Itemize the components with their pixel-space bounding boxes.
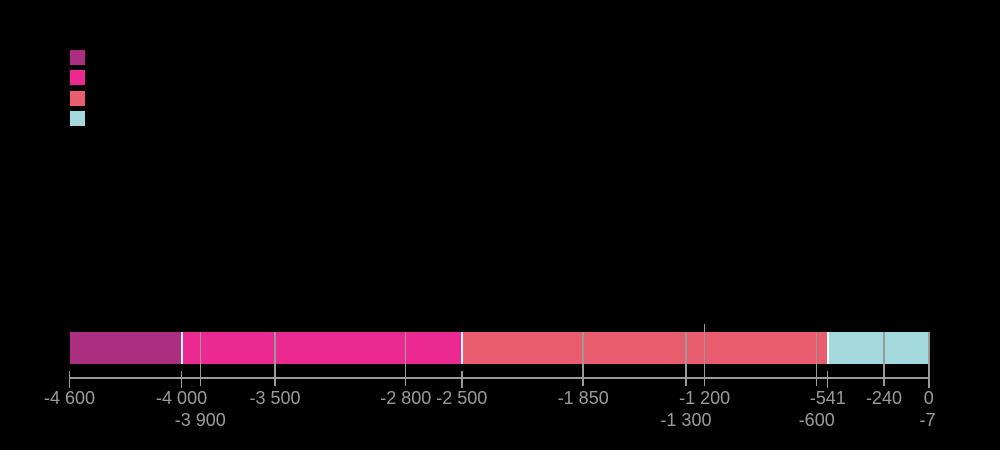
- tick-label: -4 000: [156, 388, 208, 408]
- gridline: [404, 332, 407, 386]
- tick-label: -600: [798, 409, 835, 430]
- axis-end-line: [928, 332, 930, 388]
- axis-tick: [180, 370, 183, 388]
- bar-segment-2: [181, 332, 462, 364]
- tick-label: -7: [919, 409, 936, 430]
- tick-label: -240: [865, 388, 902, 408]
- tick-label: -1 850: [557, 388, 609, 408]
- segment-boundary-line: [460, 332, 463, 364]
- gridline: [199, 332, 201, 386]
- bar-segment-3: [461, 332, 828, 364]
- legend-swatch-3: [70, 90, 85, 106]
- tick-label: -541: [809, 388, 846, 408]
- legend-swatch-2: [70, 70, 85, 86]
- segment-boundary-line: [180, 332, 183, 364]
- axis-tick: [461, 370, 463, 388]
- gridline: [685, 332, 687, 386]
- axis-tick: [68, 370, 71, 388]
- tick-label: -2 800: [380, 388, 432, 408]
- axis-tick: [826, 370, 829, 388]
- bar-segment-4: [827, 332, 929, 364]
- legend-swatch-1: [70, 50, 85, 65]
- tick-label: -3 500: [249, 388, 301, 408]
- tick-label: -2 500: [436, 388, 488, 408]
- tick-label: -1 300: [660, 409, 712, 430]
- tick-label: 0: [923, 388, 934, 408]
- bar-segment-1: [69, 332, 182, 364]
- gridline: [815, 332, 818, 386]
- gridline: [883, 332, 885, 386]
- legend-swatch-4: [70, 110, 85, 126]
- x-axis-line: [69, 377, 931, 379]
- gridline: [582, 332, 584, 386]
- annotation-gridline: [703, 324, 706, 386]
- tick-label: -4 600: [43, 388, 96, 408]
- tick-label: -3 900: [174, 409, 226, 430]
- gridline: [274, 332, 276, 386]
- segment-boundary-line: [826, 332, 829, 364]
- tick-label: -1 200: [679, 388, 731, 408]
